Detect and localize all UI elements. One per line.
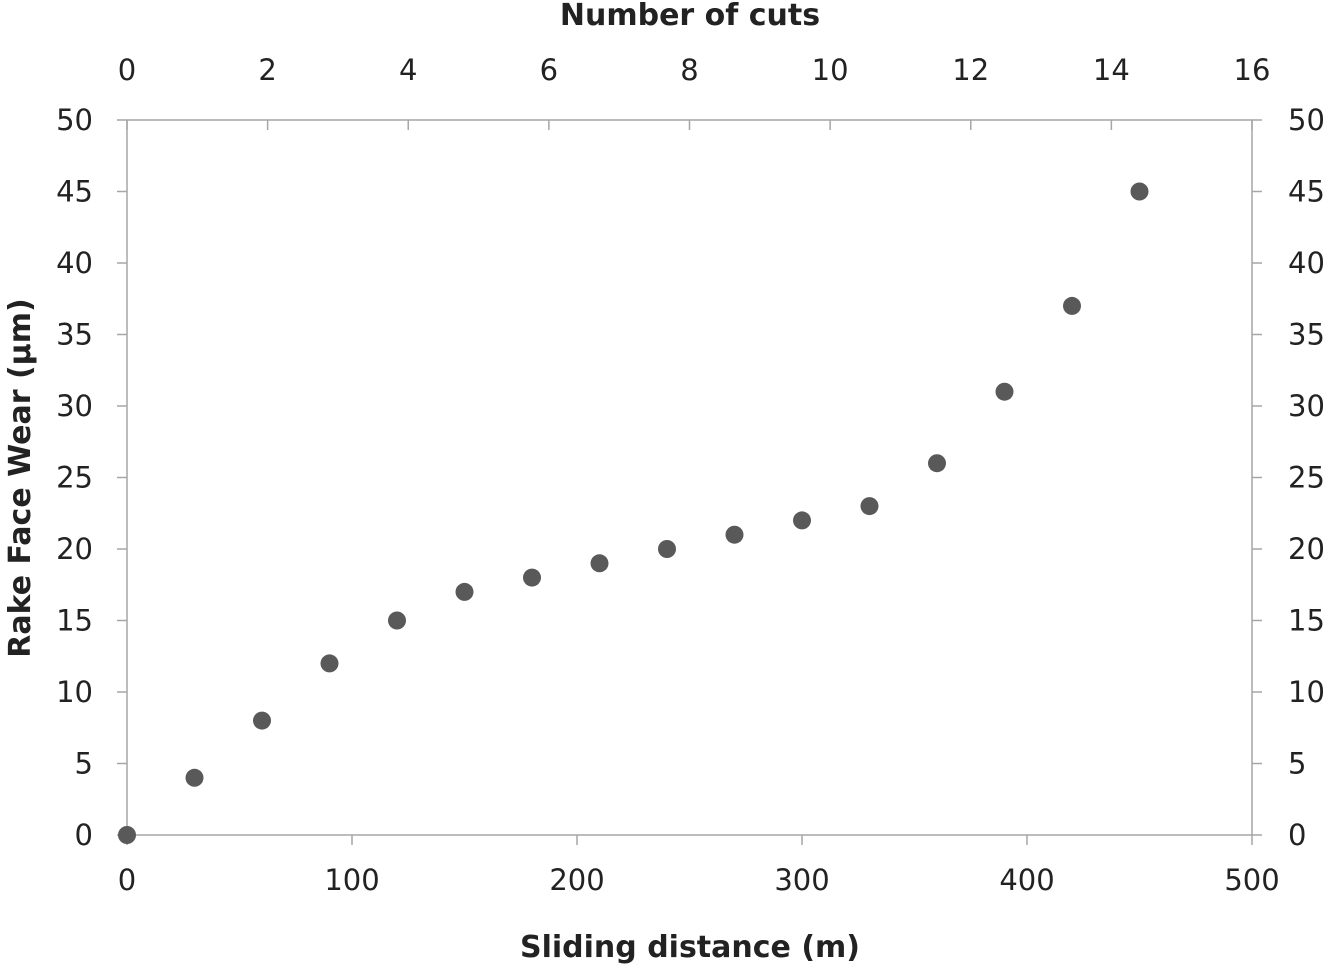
data-point [590, 554, 609, 573]
y-tick-label: 25 [56, 461, 93, 495]
y2-tick-label: 10 [1288, 675, 1325, 709]
x2-tick-label: 0 [118, 53, 136, 87]
y-tick-label: 5 [75, 747, 93, 781]
y2-tick-label: 0 [1288, 818, 1306, 852]
y-tick-label: 50 [56, 103, 93, 137]
y2-tick-label: 15 [1288, 604, 1325, 638]
y-tick-label: 0 [75, 818, 93, 852]
y2-tick-label: 20 [1288, 532, 1325, 566]
x2-tick-label: 14 [1093, 53, 1130, 87]
y-tick-label: 10 [56, 675, 93, 709]
x-tick-label: 400 [999, 863, 1054, 897]
data-point [995, 382, 1014, 401]
y-tick-label: 20 [56, 532, 93, 566]
data-point [388, 611, 406, 630]
y2-tick-label: 35 [1288, 318, 1325, 352]
data-point [455, 582, 474, 601]
x-axis-title: Sliding distance (m) [520, 930, 860, 964]
y-tick-label: 35 [56, 318, 93, 352]
data-point [725, 525, 744, 544]
data-point [523, 568, 541, 587]
y-tick-label: 40 [56, 246, 93, 280]
data-point [793, 511, 811, 530]
y2-tick-label: 50 [1288, 103, 1325, 137]
y-tick-label: 30 [56, 389, 93, 423]
x-tick-label: 200 [549, 863, 604, 897]
x2-tick-label: 10 [812, 53, 849, 87]
y2-tick-label: 40 [1288, 246, 1325, 280]
x2-tick-label: 2 [258, 53, 276, 87]
data-point [860, 497, 879, 516]
x2-tick-label: 8 [680, 53, 698, 87]
y2-tick-label: 5 [1288, 747, 1306, 781]
x-tick-label: 0 [118, 863, 136, 897]
x2-tick-label: 6 [540, 53, 558, 87]
plot-frame [126, 119, 1253, 836]
axes [117, 119, 1262, 845]
x-tick-label: 300 [774, 863, 829, 897]
x-tick-label: 500 [1224, 863, 1279, 897]
y2-tick-label: 25 [1288, 461, 1325, 495]
data-point [185, 768, 204, 787]
y-tick-label: 45 [56, 175, 93, 209]
data-point [320, 654, 339, 673]
data-point [118, 826, 136, 844]
x2-axis-title: Number of cuts [560, 0, 820, 33]
data-point [658, 540, 676, 558]
data-point [928, 454, 946, 473]
x2-tick-label: 12 [952, 53, 989, 87]
x2-tick-label: 16 [1234, 53, 1271, 87]
data-point [253, 711, 271, 730]
y2-tick-label: 30 [1288, 389, 1325, 423]
y2-tick-label: 45 [1288, 175, 1325, 209]
data-point [1063, 296, 1081, 315]
x2-tick-label: 4 [399, 53, 417, 87]
data-points [118, 182, 1149, 844]
y-axis-title: Rake Face Wear (µm) [3, 298, 38, 657]
data-point [1130, 182, 1149, 201]
y-tick-label: 15 [56, 604, 93, 638]
x-tick-label: 100 [324, 863, 379, 897]
